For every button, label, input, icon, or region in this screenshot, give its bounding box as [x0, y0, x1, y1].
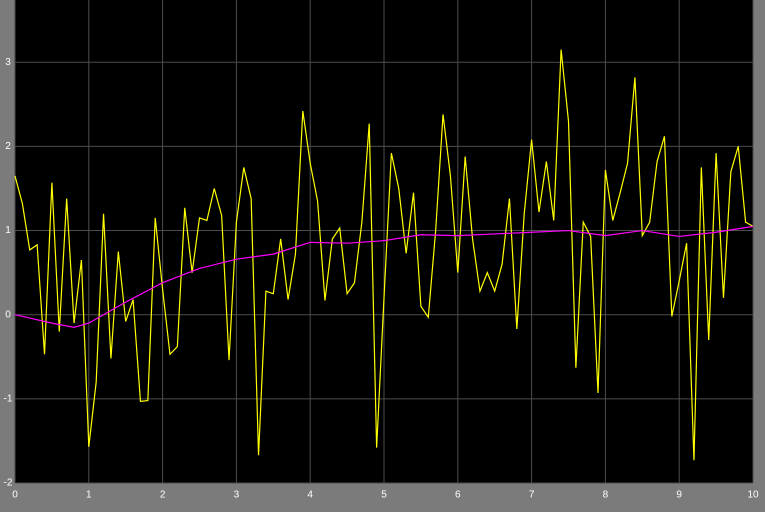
- x-tick-label: 3: [234, 490, 240, 501]
- y-tick-label: 3: [5, 57, 11, 68]
- x-tick-label: 6: [455, 490, 461, 501]
- series-line: [14, 225, 754, 328]
- x-tick-label: 10: [747, 490, 759, 501]
- x-tick-label: 4: [307, 490, 313, 501]
- y-tick-label: 0: [5, 309, 11, 320]
- x-tick-label: 0: [12, 490, 18, 501]
- x-tick-label: 5: [381, 490, 387, 501]
- x-tick-label: 7: [529, 490, 535, 501]
- x-tick-label: 8: [603, 490, 609, 501]
- y-tick-label: 2: [5, 141, 11, 152]
- x-tick-label: 1: [86, 490, 92, 501]
- y-tick-label: -1: [4, 393, 13, 404]
- y-tick-label: -2: [4, 478, 13, 489]
- series-line: [14, 49, 754, 461]
- y-tick-label: 1: [5, 225, 11, 236]
- x-tick-label: 2: [160, 490, 166, 501]
- x-tick-label: 9: [676, 490, 682, 501]
